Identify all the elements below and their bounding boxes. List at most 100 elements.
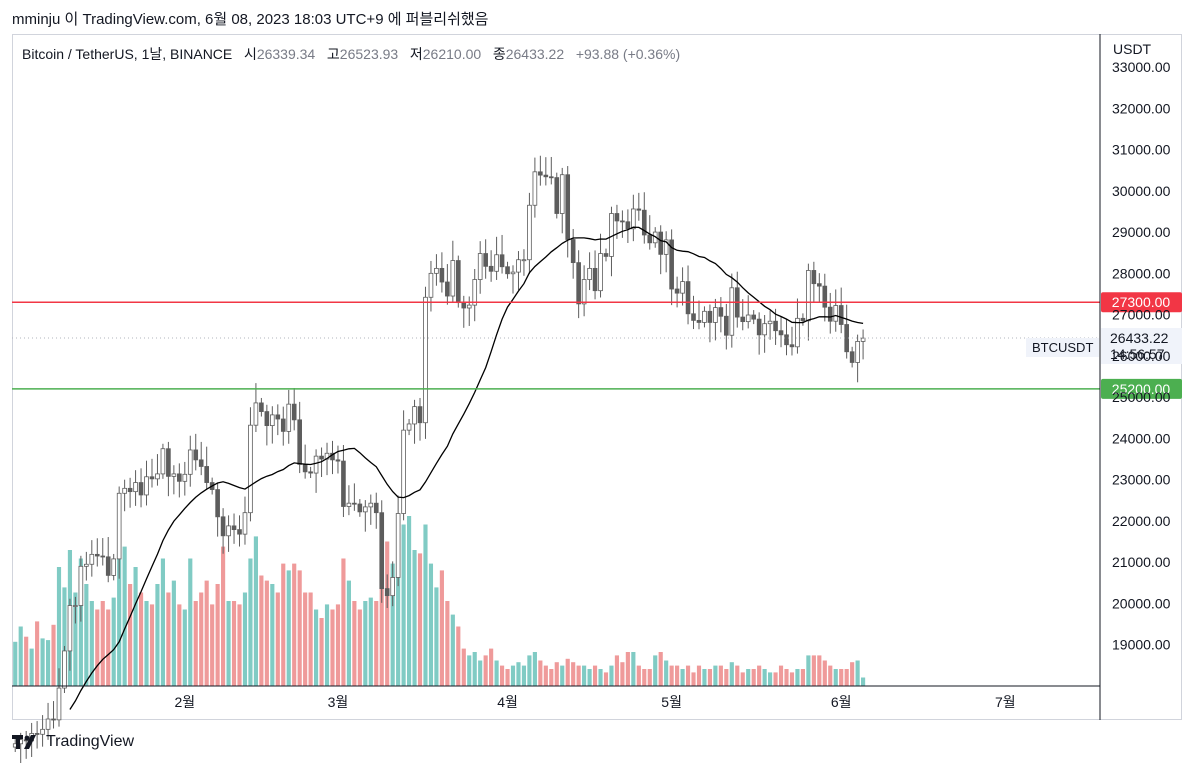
volume-bar — [95, 609, 100, 686]
candle-body — [100, 555, 106, 558]
candle-body — [609, 213, 614, 257]
candle-body — [401, 429, 406, 514]
volume-bar — [696, 665, 702, 686]
candle-body — [133, 482, 138, 493]
candle-body — [461, 302, 467, 309]
candle-body — [395, 513, 401, 578]
candle-body — [691, 313, 696, 321]
volume-bar — [45, 640, 51, 686]
volume-bar — [215, 584, 220, 686]
candle-body — [729, 287, 735, 336]
candle-body — [702, 310, 707, 323]
volume-bar — [582, 665, 587, 686]
volume-bar — [718, 665, 723, 686]
candle-body — [483, 253, 488, 267]
volume-bar — [237, 604, 242, 686]
volume-bar — [423, 524, 428, 686]
volume-bar — [614, 655, 620, 686]
candle-body — [811, 270, 817, 285]
candle-body — [773, 320, 778, 332]
volume-bar — [428, 563, 434, 686]
candle-body — [34, 733, 40, 735]
volume-bar — [664, 660, 669, 686]
support-price-tag — [1101, 378, 1182, 399]
candle-body — [565, 174, 571, 240]
y-tick-label: 30000.00 — [1112, 183, 1171, 199]
countdown-value: 14:56:57 — [1110, 346, 1165, 362]
volume-bar — [396, 533, 401, 686]
candle-body — [122, 487, 127, 494]
volume-bar — [270, 584, 275, 686]
candle-body — [745, 314, 751, 323]
volume-bar — [319, 618, 324, 686]
x-tick-label: 7월 — [995, 694, 1016, 710]
candle-body — [450, 260, 456, 297]
candle-body — [198, 459, 204, 467]
chart-frame[interactable] — [12, 34, 1182, 720]
candle-body — [423, 296, 428, 424]
candle-body — [390, 577, 395, 597]
candle-body — [193, 449, 199, 461]
candle-body — [346, 502, 352, 507]
footer-brand[interactable]: TradingView — [46, 733, 135, 750]
candle-body — [674, 288, 680, 294]
candle-body — [499, 254, 505, 268]
candle-body — [767, 320, 773, 325]
volume-bar — [603, 672, 609, 686]
volume-bar — [226, 601, 231, 686]
volume-bar — [521, 665, 527, 686]
volume-bar — [177, 604, 182, 686]
volume-bar — [598, 669, 603, 686]
candle-body — [817, 283, 822, 287]
volume-bar — [768, 672, 773, 686]
candle-body — [663, 239, 669, 255]
candle-body — [297, 419, 302, 465]
candle-body — [373, 502, 379, 514]
volume-bar — [385, 541, 390, 686]
volume-bar — [182, 609, 187, 686]
candle-body — [62, 650, 67, 689]
volume-bar — [417, 553, 423, 686]
candle-body — [822, 285, 828, 308]
candle-body — [138, 482, 144, 496]
candle-body — [259, 402, 264, 412]
candle-body — [302, 464, 308, 473]
volume-bar — [62, 587, 67, 686]
volume-bar — [303, 592, 308, 686]
candle-body — [554, 177, 560, 214]
candle-body — [270, 414, 275, 427]
candle-body — [455, 260, 461, 304]
volume-bar — [494, 660, 499, 686]
candle-body — [543, 174, 549, 178]
candle-body — [494, 254, 499, 272]
candle-body — [778, 330, 784, 336]
symbol-name[interactable]: Bitcoin / TetherUS, 1날, BINANCE — [22, 46, 233, 62]
candle-body — [510, 271, 516, 275]
volume-bar — [669, 665, 674, 686]
y-tick-label: 20000.00 — [1112, 595, 1171, 611]
candle-body — [466, 304, 472, 309]
volume-bar — [735, 665, 740, 686]
candle-body — [718, 307, 724, 317]
candle-body — [751, 314, 756, 320]
volume-bar — [29, 648, 34, 686]
volume-bar — [532, 652, 537, 686]
candle-body — [707, 310, 713, 323]
resistance-price-tag — [1101, 292, 1182, 313]
volume-bar — [155, 584, 160, 686]
volume-bar — [401, 524, 406, 686]
candle-body — [308, 471, 313, 474]
volume-bar — [685, 665, 691, 686]
volume-bar — [330, 609, 335, 686]
low-value: 26210.00 — [422, 46, 482, 62]
volume-bar — [789, 672, 795, 686]
y-tick-label: 21000.00 — [1112, 554, 1171, 570]
volume-bar — [675, 665, 680, 686]
volume-layer — [13, 516, 866, 686]
y-tick-label: 32000.00 — [1112, 100, 1171, 116]
candle-body — [762, 323, 767, 336]
candle-body — [144, 476, 149, 496]
volume-bar — [368, 597, 373, 686]
candle-body — [614, 213, 620, 222]
